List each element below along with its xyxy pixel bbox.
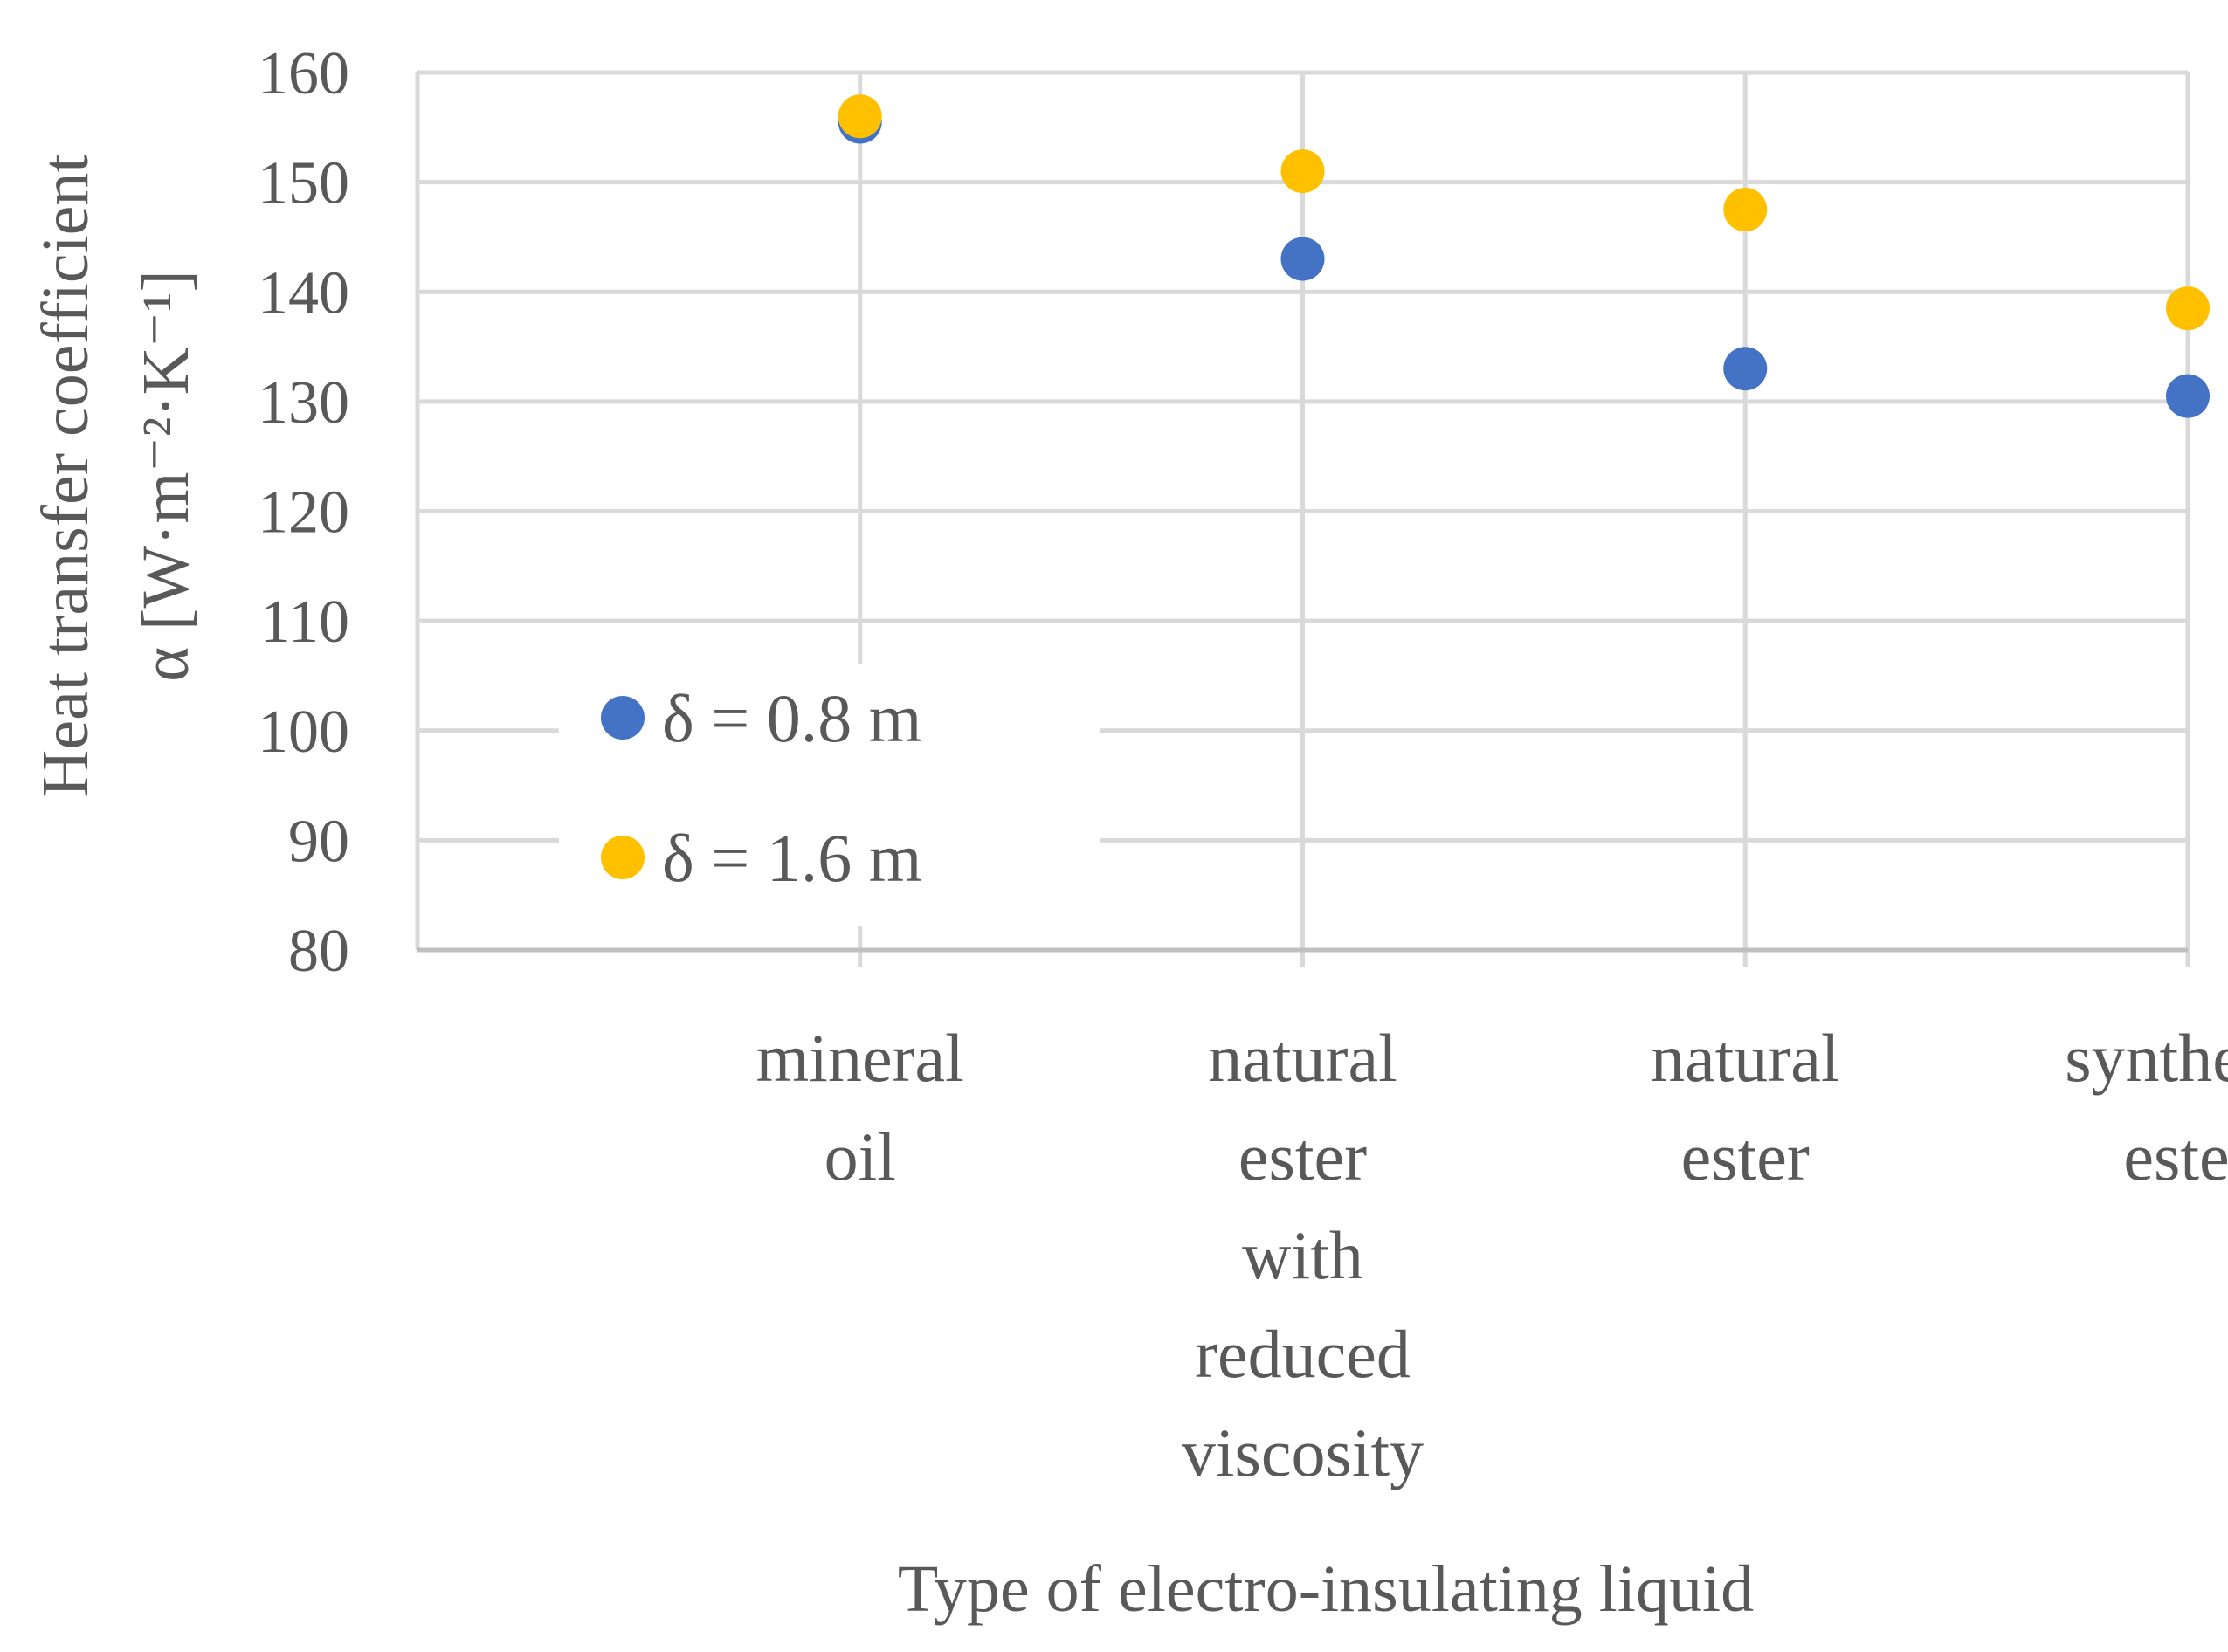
legend-background [559,664,1100,926]
legend-marker-1 [601,696,645,740]
point-series-2-2 [1723,188,1768,232]
x-tick-label-line: with [1242,1217,1363,1293]
point-series-1-1 [1280,237,1325,281]
legend-marker-2 [601,836,645,879]
point-series-2-0 [838,94,882,139]
y-tick-label-80: 80 [288,918,349,985]
y-axis-ticks: 80 90 100 110 120 130 140 150 160 [258,40,349,985]
x-tick-label-line: ester [2123,1119,2228,1194]
point-series-2-1 [1280,149,1325,194]
x-tick-label-line: mineral [756,1020,964,1096]
point-series-1-2 [1723,347,1768,391]
x-axis-category-labels: mineral oil natural ester with reduced viscosi… [756,1020,2228,1490]
x-axis-title: Type of electro-insulating liquid [898,1552,1754,1626]
legend: δ = 0.8 m δ = 1.6 m [601,680,921,896]
y-tick-label-110: 110 [260,589,349,656]
x-tick-label-line: natural [1208,1020,1397,1096]
x-tick-label-line: ester [1238,1119,1367,1194]
y-tick-label-140: 140 [258,259,349,327]
x-tick-label-line: oil [824,1119,896,1194]
y-tick-label-120: 120 [258,479,349,547]
x-tick-label-line: ester [1681,1119,1810,1194]
y-tick-label-90: 90 [288,808,349,875]
x-tick-label-2: natural ester [1651,1020,1840,1194]
point-series-1-3 [2166,374,2210,418]
y-tick-label-160: 160 [258,40,349,107]
point-series-2-3 [2166,286,2210,331]
data-points [838,94,2210,418]
legend-label-2: δ = 1.6 m [662,820,921,896]
x-tick-label-3: synthetic ester [2065,1020,2228,1194]
x-tick-label-line: viscosity [1182,1415,1424,1490]
x-tick-label-1: natural ester with reduced viscosity [1182,1020,1424,1490]
x-tick-label-0: mineral oil [756,1020,964,1194]
legend-label-1: δ = 0.8 m [662,680,921,756]
y-tick-label-130: 130 [258,369,349,437]
y-axis-title-line-1: Heat transfer coefficient [29,154,102,797]
x-tick-label-line: natural [1651,1020,1840,1096]
y-axis-title-line-2: α [W·m⁻²·K⁻¹] [129,270,203,682]
x-tick-label-line: synthetic [2065,1020,2228,1096]
y-tick-label-100: 100 [258,699,349,766]
y-tick-label-150: 150 [258,150,349,217]
x-tick-label-line: reduced [1195,1316,1411,1392]
